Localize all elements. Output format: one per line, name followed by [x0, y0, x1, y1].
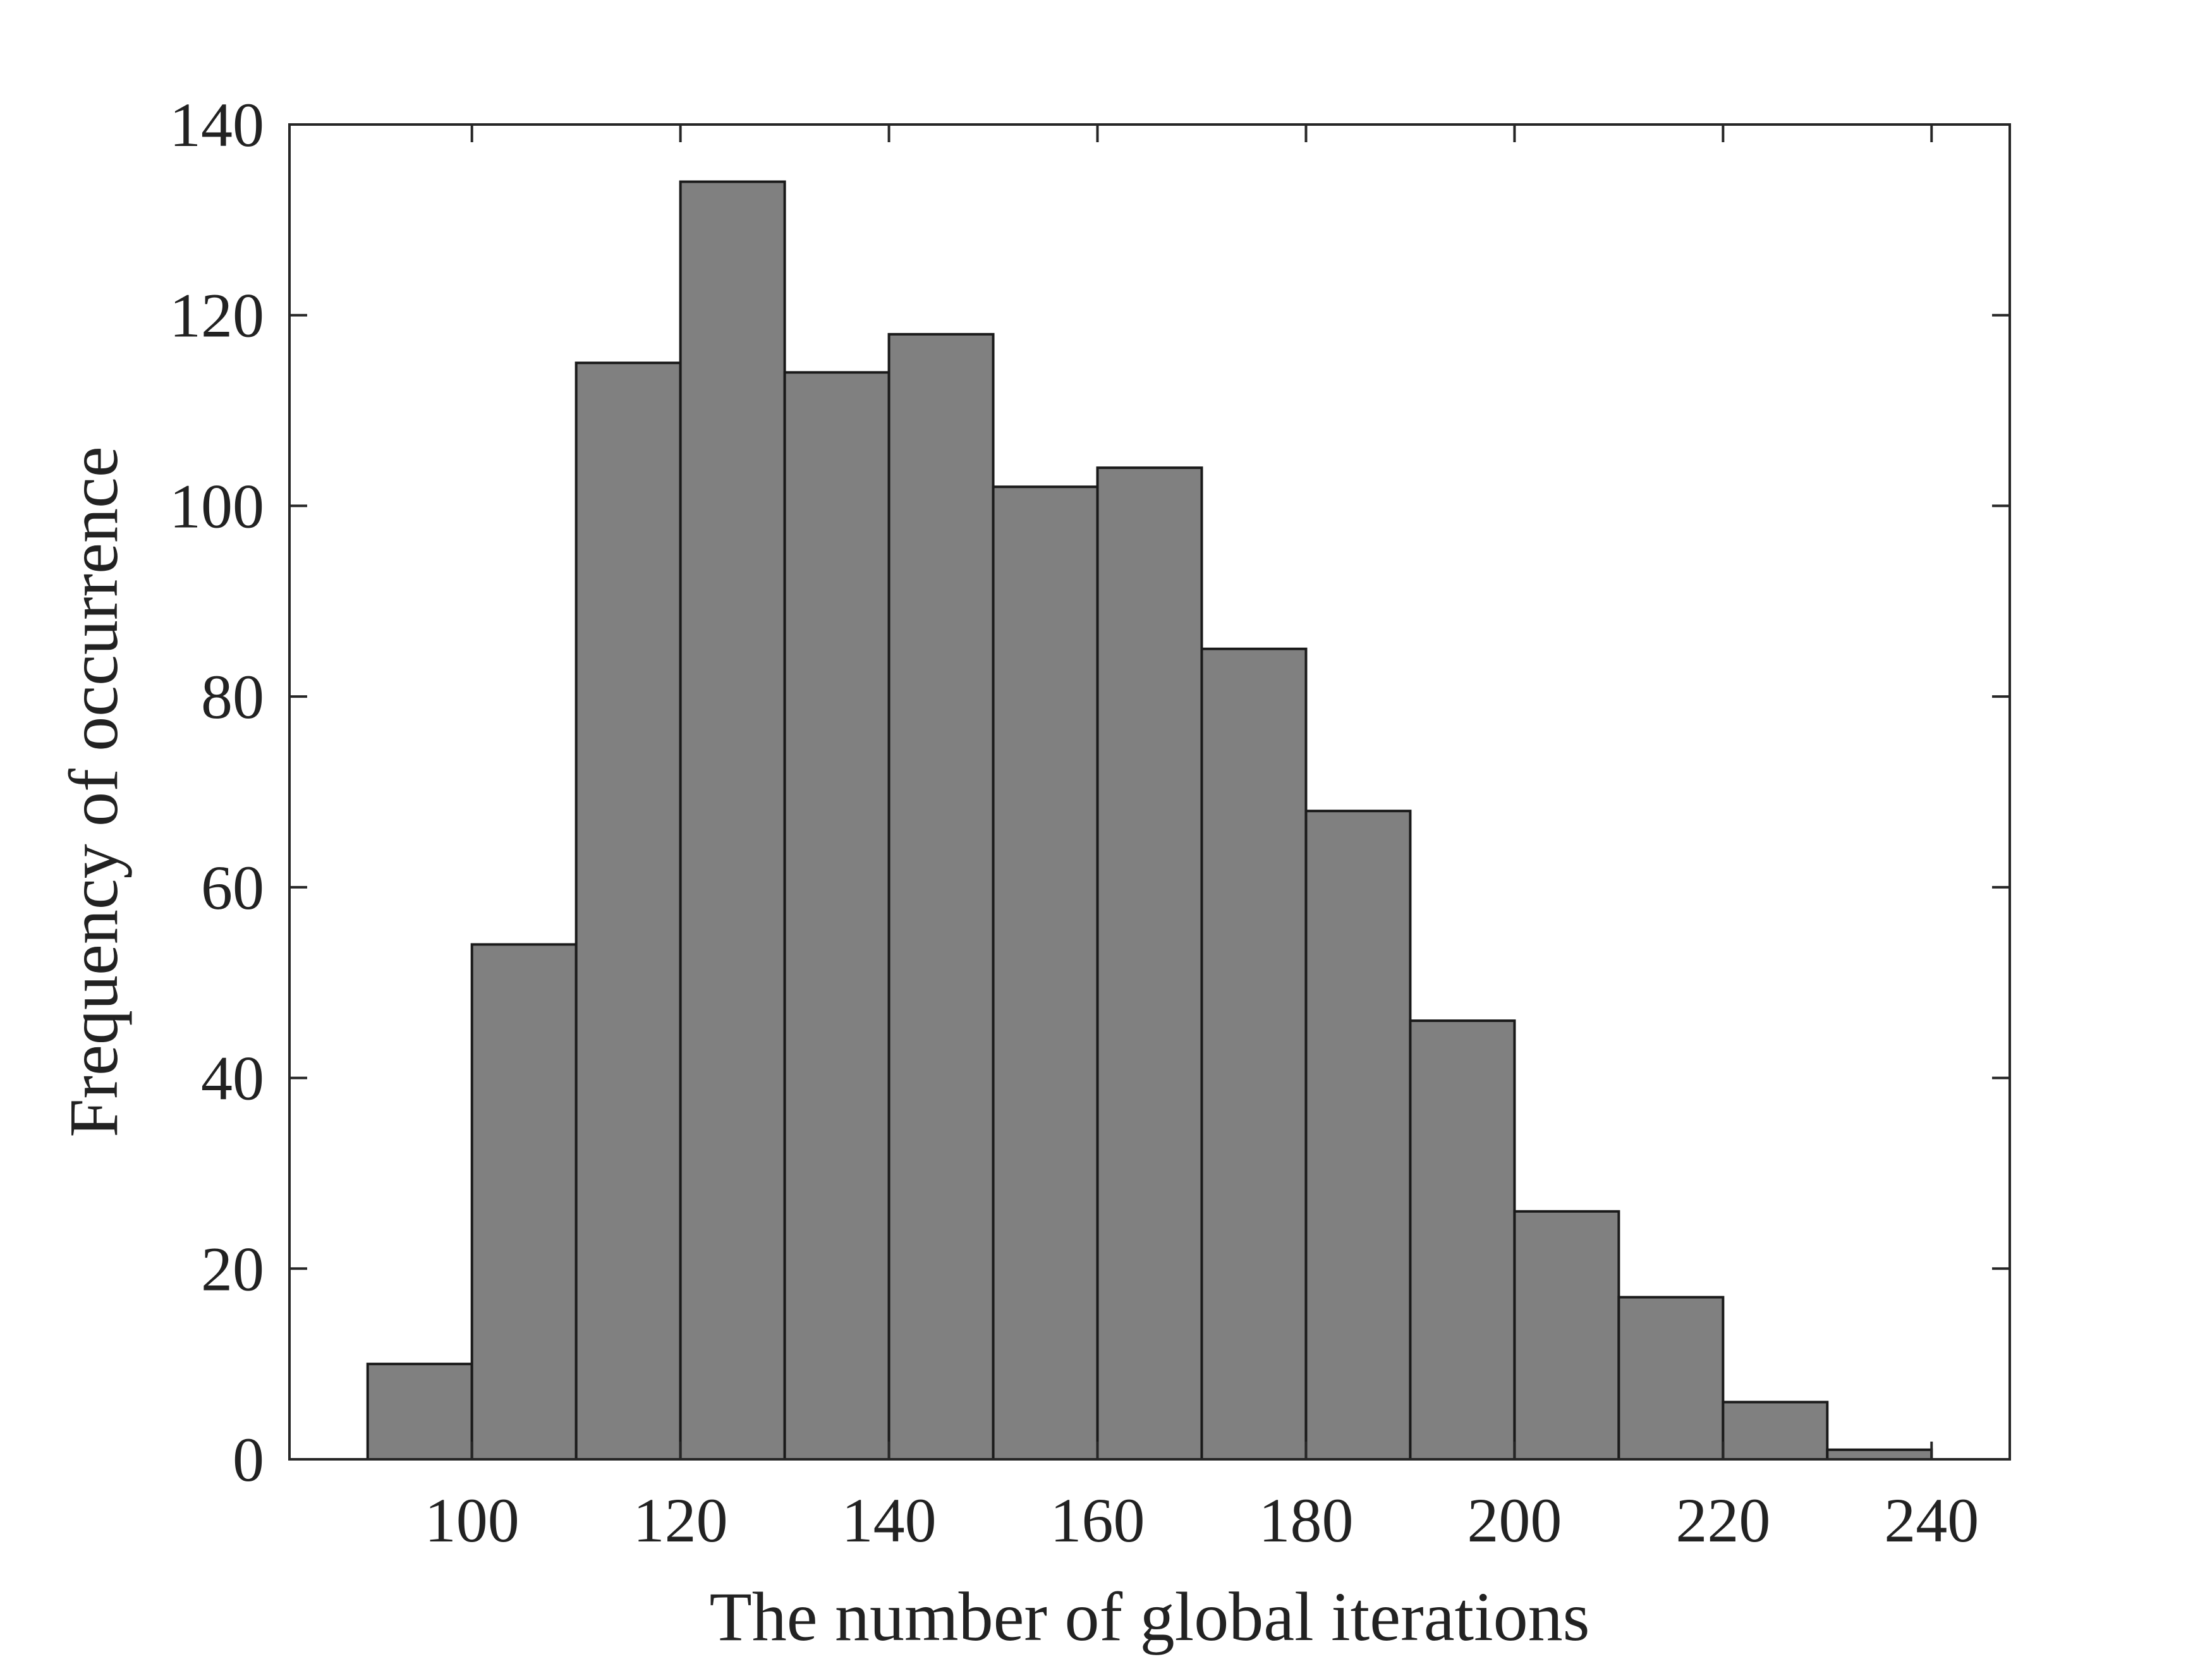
y-tick-label-80: 80 [201, 662, 264, 732]
x-tick-label-180: 180 [1258, 1485, 1353, 1555]
histogram-bar-140-150 [887, 332, 995, 1461]
histogram-bar-190-200 [1409, 1019, 1516, 1461]
histogram-bar-130-140 [783, 371, 890, 1461]
y-tick-label-120: 120 [169, 281, 264, 351]
bars-layer [366, 180, 1933, 1461]
x-tick-label-140: 140 [842, 1485, 937, 1555]
y-tick-label-60: 60 [201, 853, 264, 923]
x-tick-label-160: 160 [1050, 1485, 1145, 1555]
y-tick-label-140: 140 [169, 90, 264, 160]
histogram-bar-180-190 [1304, 810, 1412, 1461]
histogram-bar-90-100 [366, 1363, 473, 1461]
histogram-bar-110-120 [574, 362, 682, 1461]
x-tick-label-240: 240 [1884, 1485, 1979, 1555]
histogram-bar-150-160 [992, 485, 1099, 1461]
histogram-bar-200-210 [1513, 1210, 1620, 1461]
ticks-layer: 100 120 140 160 180 200 220 240 0 20 40 60 80 100 120 1… [169, 90, 2010, 1555]
histogram-bar-120-130 [679, 180, 786, 1461]
y-axis-title: Frequency of occurrence [55, 446, 132, 1137]
x-axis-title: The number of global iterations [710, 1578, 1590, 1655]
y-tick-label-100: 100 [169, 471, 264, 541]
histogram-bar-100-110 [470, 943, 578, 1461]
y-tick-label-40: 40 [201, 1043, 264, 1114]
y-tick-label-20: 20 [201, 1234, 264, 1304]
x-tick-label-120: 120 [633, 1485, 728, 1555]
x-tick-label-200: 200 [1467, 1485, 1562, 1555]
histogram-bar-230-240 [1826, 1448, 1933, 1461]
plot-area-frame [288, 123, 2011, 1461]
histogram-bar-220-230 [1722, 1401, 1829, 1461]
x-tick-label-220: 220 [1675, 1485, 1770, 1555]
x-tick-label-100: 100 [425, 1485, 520, 1555]
histogram-bar-170-180 [1200, 647, 1308, 1461]
histogram-bar-160-170 [1096, 466, 1203, 1461]
y-tick-label-0: 0 [233, 1425, 264, 1495]
histogram-bar-210-220 [1617, 1296, 1725, 1461]
